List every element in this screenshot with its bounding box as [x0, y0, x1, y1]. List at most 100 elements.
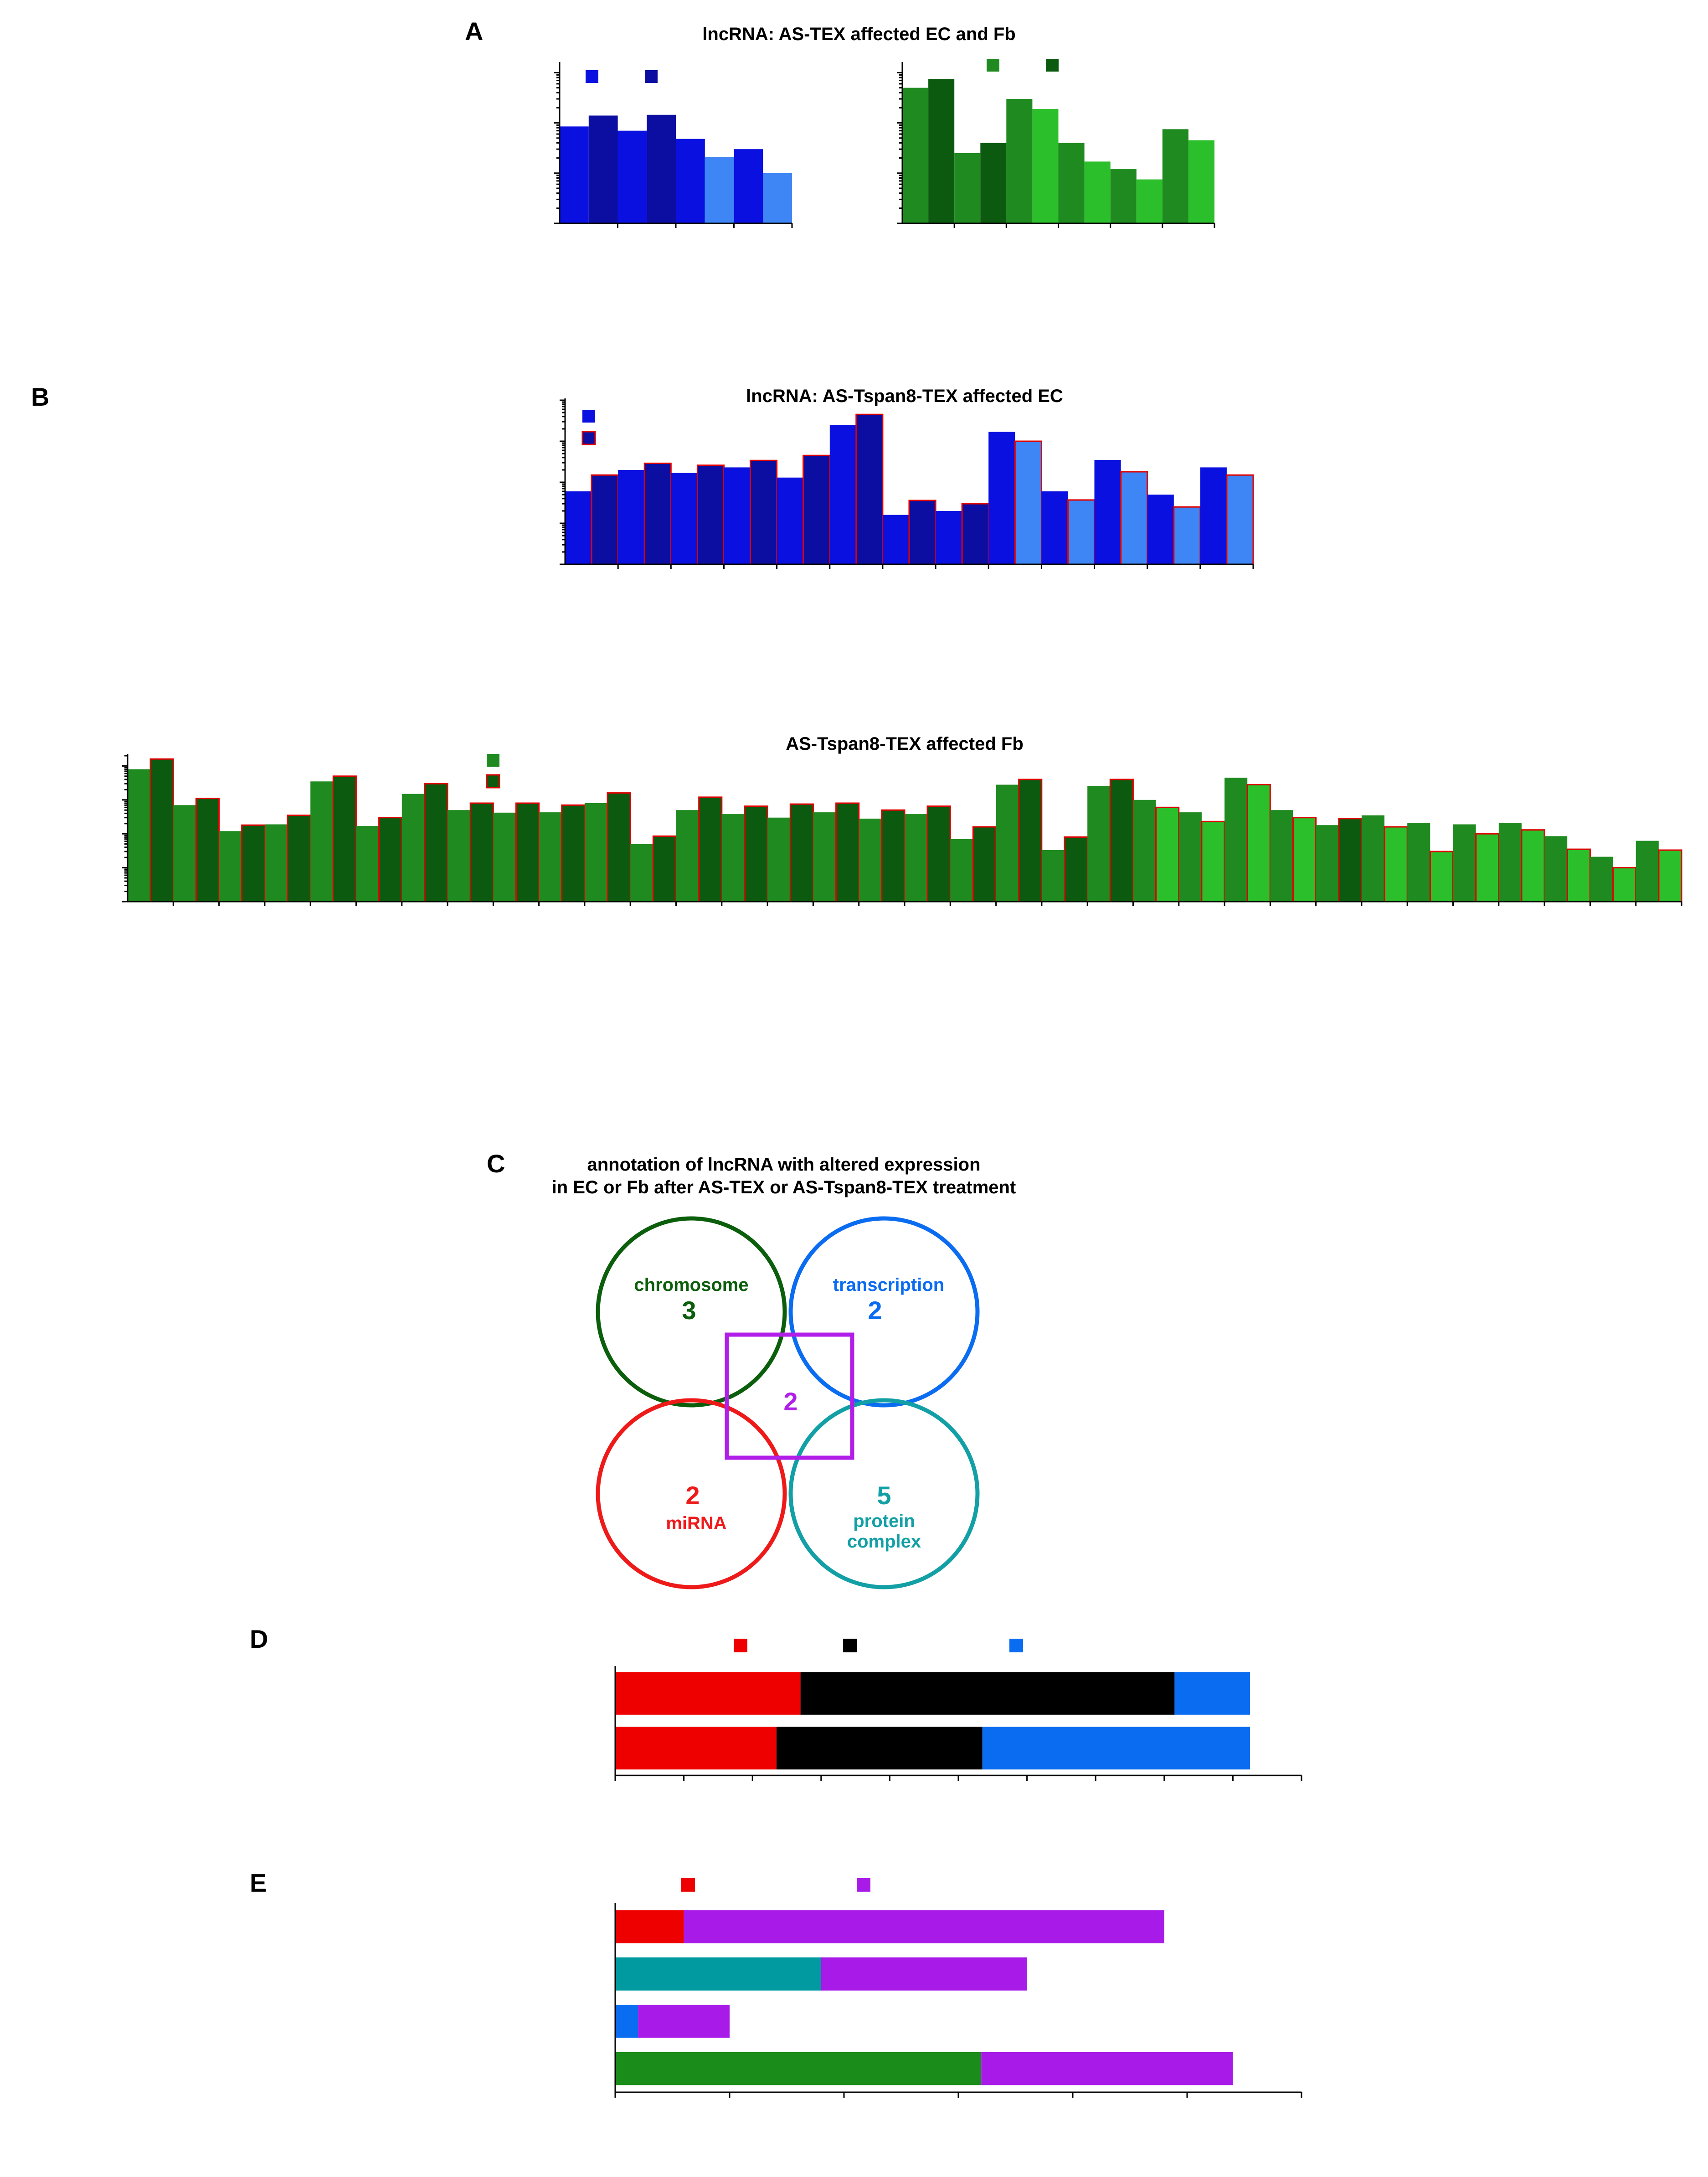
bar-b1-1-8	[1014, 440, 1042, 565]
legend-swatch	[586, 70, 598, 83]
bar-e-0-2	[615, 2005, 638, 2038]
bar-b2-1-6	[424, 783, 448, 903]
bar-e-1-1	[821, 1957, 1027, 1991]
bar-b1-0-5	[829, 425, 856, 564]
panel-letter-d: D	[250, 1625, 268, 1653]
venn-circle-transcription	[788, 1216, 980, 1408]
bar-e-1-2	[638, 2005, 730, 2038]
bar-b2-0-12	[676, 810, 699, 902]
bar-d-1-0	[800, 1672, 1175, 1715]
venn-title-line2: in EC or Fb after AS-TEX or AS-Tspan8-TE…	[552, 1177, 1016, 1197]
chart-b2	[122, 754, 1682, 906]
bar-b2-0-5	[356, 826, 379, 902]
venn-transcription-label: transcription	[833, 1275, 944, 1295]
bar-b2-1-27	[1384, 826, 1408, 903]
chart-a2	[897, 59, 1215, 228]
bar-b2-0-0	[128, 769, 151, 902]
bar-b2-0-31	[1544, 836, 1568, 902]
bar-d-2-0	[1174, 1672, 1250, 1715]
bar-a2-0-0	[902, 88, 929, 223]
bar-b2-0-18	[950, 839, 973, 902]
bar-b2-0-16	[859, 818, 882, 902]
bar-b2-0-20	[1041, 850, 1065, 902]
chart-a1	[554, 62, 793, 228]
bar-b1-1-7	[961, 503, 989, 565]
bar-b2-0-29	[1453, 824, 1476, 902]
venn-transcription-count: 2	[868, 1296, 882, 1325]
bar-b1-1-0	[591, 474, 619, 565]
bar-b2-0-3	[264, 824, 288, 902]
bar-a2-0-5	[1162, 129, 1188, 223]
bar-b2-1-16	[881, 809, 905, 903]
bar-b2-1-17	[926, 805, 951, 903]
bar-b2-0-22	[1133, 800, 1156, 902]
venn-protein-count: 5	[877, 1481, 891, 1510]
bar-b1-0-7	[936, 511, 962, 564]
bar-b2-0-28	[1407, 823, 1430, 902]
bar-b2-0-24	[1224, 778, 1248, 902]
bar-d-0-0	[615, 1672, 801, 1715]
bar-a2-0-4	[1110, 169, 1137, 223]
venn-chromosome-label: chromosome	[634, 1275, 748, 1295]
bar-b1-1-6	[908, 500, 936, 565]
bar-b2-0-30	[1498, 823, 1522, 902]
bar-b2-1-5	[378, 817, 403, 903]
bar-d-0-1	[615, 1727, 777, 1769]
bar-b2-1-11	[652, 835, 677, 903]
venn-center-box	[725, 1332, 854, 1460]
bar-b2-0-17	[905, 814, 928, 902]
venn-circle-chromosome	[596, 1216, 787, 1408]
legend-swatch	[1009, 1639, 1023, 1652]
legend-swatch	[734, 1639, 747, 1652]
bar-b2-1-33	[1658, 849, 1682, 903]
venn-chromosome-count: 3	[682, 1296, 696, 1325]
bar-d-2-1	[982, 1727, 1250, 1769]
bar-a2-0-3	[1058, 143, 1085, 223]
bar-e-0-3	[615, 2052, 982, 2085]
bar-b1-0-3	[724, 467, 751, 564]
bar-b1-1-2	[696, 464, 725, 565]
bar-b1-0-10	[1094, 460, 1121, 564]
bar-a1-0-3	[734, 149, 763, 223]
bar-a2-1-3	[1084, 161, 1111, 223]
bar-b2-1-28	[1429, 851, 1454, 903]
chart-b1	[560, 398, 1254, 569]
bar-b2-1-32	[1612, 867, 1637, 903]
venn-circle-mirna	[596, 1398, 787, 1589]
bar-b2-1-25	[1292, 817, 1317, 903]
legend-swatch	[486, 774, 500, 789]
bar-b1-1-11	[1173, 506, 1201, 565]
chart-e	[614, 1878, 1302, 2098]
bar-e-0-1	[615, 1957, 821, 1991]
legend-swatch	[843, 1639, 857, 1652]
bar-b2-1-10	[607, 792, 631, 903]
bar-b2-1-1	[195, 798, 220, 903]
bar-e-0-0	[615, 1910, 684, 1944]
legend-swatch	[581, 431, 596, 445]
bar-b2-1-9	[561, 804, 586, 903]
bar-b2-0-27	[1361, 815, 1384, 902]
venn-diagram: annotation of lncRNA with altered expres…	[552, 1155, 1016, 1589]
bar-b1-1-10	[1120, 471, 1148, 565]
bar-b1-0-12	[1200, 467, 1227, 564]
venn-center-count: 2	[783, 1387, 797, 1416]
bar-b2-1-23	[1201, 820, 1225, 903]
bar-e-1-3	[981, 2052, 1233, 2085]
bar-b2-1-13	[744, 805, 768, 903]
bar-a2-1-5	[1188, 140, 1214, 223]
bar-b2-1-12	[698, 796, 723, 903]
bar-b1-0-0	[565, 491, 592, 564]
bar-b2-1-18	[972, 826, 997, 903]
bar-a1-1-1	[647, 114, 676, 223]
chart-b2-title: AS-Tspan8-TEX affected Fb	[786, 734, 1024, 754]
bar-b1-1-5	[855, 413, 884, 565]
bar-b2-1-7	[469, 802, 494, 903]
bar-a2-1-0	[928, 79, 955, 223]
bar-a2-1-2	[1032, 108, 1059, 223]
bar-b2-1-29	[1475, 833, 1500, 903]
bar-b2-1-2	[241, 824, 266, 903]
legend-swatch	[645, 70, 658, 83]
venn-protein-label-1: protein	[853, 1511, 915, 1531]
venn-circle-protein	[788, 1398, 980, 1589]
